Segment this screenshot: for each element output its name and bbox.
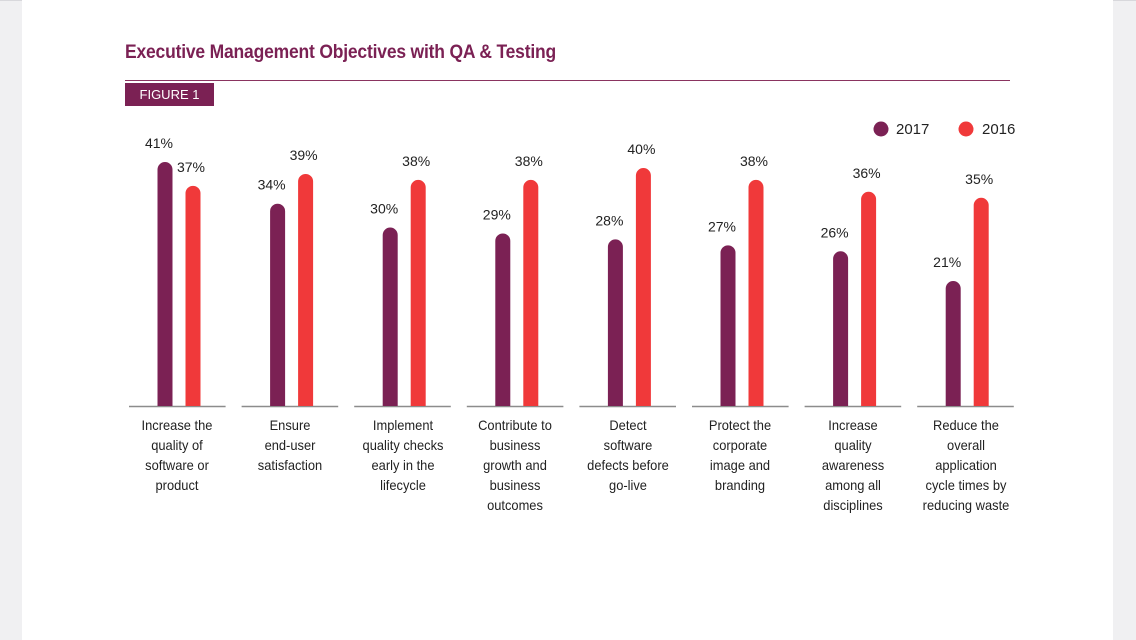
legend-label-2017: 2017 xyxy=(896,121,929,138)
category-label-line: branding xyxy=(715,477,766,493)
category-label-line: Ensure xyxy=(269,417,311,433)
title-rule xyxy=(125,80,1010,81)
data-label-2017: 21% xyxy=(933,254,961,270)
bar-2016 xyxy=(748,179,764,406)
category-label-line: Increase the xyxy=(141,417,213,433)
data-label-2016: 38% xyxy=(515,153,543,169)
category-label-line: software or xyxy=(145,457,210,473)
category-label-line: business xyxy=(489,477,541,493)
category-label-line: reducing waste xyxy=(922,497,1009,513)
category-label-line: image and xyxy=(710,457,771,473)
bar-2017 xyxy=(945,281,961,406)
figure-label: FIGURE 1 xyxy=(125,83,214,106)
category-label-line: defects before xyxy=(586,457,669,473)
bar-2016 xyxy=(185,185,201,406)
category-label: Protect the corporate image and branding xyxy=(689,415,792,495)
bar-2016 xyxy=(635,168,651,406)
category-label-line: disciplines xyxy=(823,497,883,513)
category-label-line: outcomes xyxy=(487,497,544,513)
bar-2016 xyxy=(523,179,539,406)
category-label-line: Protect the xyxy=(709,417,772,433)
category-label: Implement quality checks early in the lifec… xyxy=(351,415,454,495)
category-label-line: product xyxy=(155,477,199,493)
data-label-2016: 37% xyxy=(177,159,205,175)
category-label: Detect software defects before go-live xyxy=(576,415,679,495)
category-label-line: quality xyxy=(834,437,872,453)
category-label: Contribute to business growth and business o… xyxy=(464,415,567,515)
category-label-line: Reduce the xyxy=(932,417,999,433)
data-label-2016: 40% xyxy=(627,141,655,157)
bar-2017 xyxy=(270,203,286,406)
category-label-line: Contribute to xyxy=(478,417,552,433)
data-label-2017: 34% xyxy=(258,177,286,193)
data-label-2017: 30% xyxy=(370,201,398,217)
legend-swatch-2017 xyxy=(873,121,889,137)
category-label: Increase the quality of software or product xyxy=(126,415,229,495)
data-label-2016: 39% xyxy=(290,147,318,163)
category-label-line: overall xyxy=(946,437,985,453)
category-label-line: go-live xyxy=(608,477,647,493)
category-label-line: software xyxy=(603,437,653,453)
bar-2016 xyxy=(861,191,877,406)
category-label-line: quality checks xyxy=(362,437,443,453)
data-label-2016: 38% xyxy=(740,153,768,169)
data-label-2016: 36% xyxy=(853,165,881,181)
category-label-line: lifecycle xyxy=(379,477,426,493)
legend-label-2016: 2016 xyxy=(982,121,1015,138)
bar-2016 xyxy=(973,197,989,406)
bar-2017 xyxy=(382,227,398,406)
category-label-line: growth and xyxy=(483,457,547,473)
category-label-line: Detect xyxy=(609,417,647,433)
category-label-line: awareness xyxy=(821,457,885,473)
category-label-line: Increase xyxy=(828,417,878,433)
data-label-2017: 29% xyxy=(483,206,511,222)
bar-2017 xyxy=(833,251,849,406)
bar-2017 xyxy=(157,162,173,406)
bar-2017 xyxy=(607,239,623,406)
category-label-line: Implement xyxy=(372,417,433,433)
category-label: Reduce the overall application cycle times … xyxy=(914,415,1017,515)
bar-2017 xyxy=(495,233,511,406)
bar-2016 xyxy=(298,173,314,406)
category-label-line: application xyxy=(934,457,997,473)
category-label-line: cycle times by xyxy=(925,477,1006,493)
document-page xyxy=(22,0,1113,640)
category-label: Ensure end-user satisfaction xyxy=(238,415,341,475)
category-label-line: end-user xyxy=(264,437,316,453)
data-label-2017: 28% xyxy=(595,212,623,228)
category-label-line: satisfaction xyxy=(257,457,323,473)
bar-2016 xyxy=(410,179,426,406)
category-label-line: among all xyxy=(824,477,881,493)
category-label: Increase quality awareness among all discipl… xyxy=(801,415,904,515)
data-label-2017: 26% xyxy=(821,224,849,240)
page-title: Executive Management Objectives with QA … xyxy=(125,42,557,63)
category-label-line: business xyxy=(489,437,541,453)
data-label-2016: 35% xyxy=(965,171,993,187)
data-label-2016: 38% xyxy=(402,153,430,169)
data-label-2017: 41% xyxy=(145,135,173,151)
category-label-line: quality of xyxy=(151,437,204,453)
legend-swatch-2016 xyxy=(958,121,974,137)
data-label-2017: 27% xyxy=(708,218,736,234)
bar-2017 xyxy=(720,245,736,406)
category-label-line: corporate xyxy=(713,437,768,453)
category-label-line: early in the xyxy=(370,457,434,473)
